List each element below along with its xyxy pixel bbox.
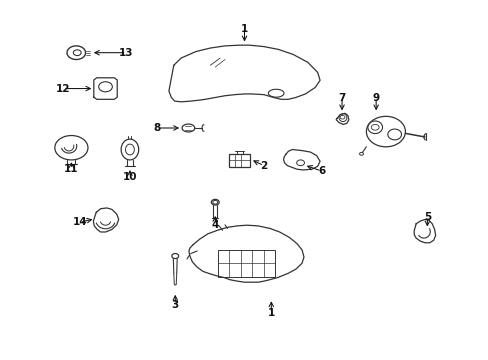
Text: 2: 2: [260, 161, 267, 171]
Text: 1: 1: [241, 24, 247, 35]
Text: 9: 9: [372, 93, 379, 103]
Text: 1: 1: [267, 309, 274, 318]
Text: 14: 14: [72, 217, 87, 227]
Text: 4: 4: [211, 220, 219, 230]
Text: 5: 5: [423, 212, 430, 221]
Text: 6: 6: [317, 166, 325, 176]
Text: 10: 10: [122, 172, 137, 182]
Text: 8: 8: [153, 123, 160, 133]
Text: 3: 3: [171, 300, 179, 310]
Text: 7: 7: [338, 93, 345, 103]
Bar: [228, 154, 250, 167]
Bar: [217, 250, 275, 277]
Text: 13: 13: [119, 48, 134, 58]
Text: 11: 11: [64, 164, 79, 174]
Text: 12: 12: [56, 84, 70, 94]
